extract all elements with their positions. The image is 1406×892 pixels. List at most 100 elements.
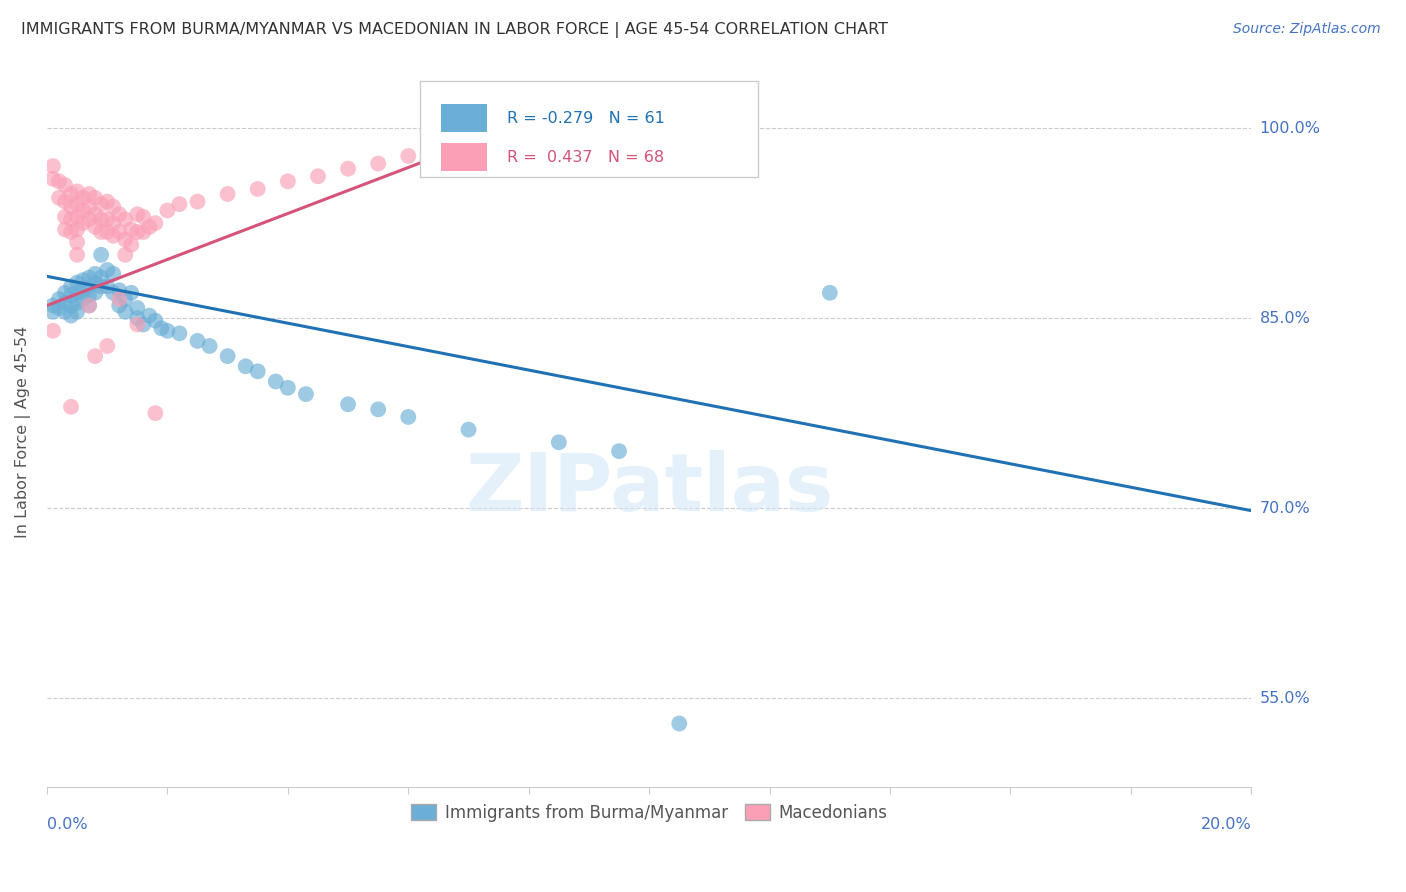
Point: [72, 273, 94, 287]
Point: [114, 212, 136, 227]
Point: [66, 222, 89, 236]
Point: [90, 279, 112, 293]
Point: [668, 716, 690, 731]
Point: [42, 171, 65, 186]
Point: [84, 285, 107, 300]
Text: 55.0%: 55.0%: [1260, 690, 1310, 706]
Text: R = -0.279   N = 61: R = -0.279 N = 61: [508, 111, 665, 126]
Legend: Immigrants from Burma/Myanmar, Macedonians: Immigrants from Burma/Myanmar, Macedonia…: [405, 797, 894, 828]
Point: [127, 311, 149, 326]
Point: [127, 301, 149, 315]
FancyBboxPatch shape: [441, 143, 486, 171]
Point: [66, 305, 89, 319]
Point: [818, 285, 841, 300]
Point: [77, 279, 100, 293]
Point: [108, 298, 131, 312]
Point: [337, 161, 360, 176]
Point: [127, 225, 149, 239]
Point: [90, 225, 112, 239]
Point: [90, 197, 112, 211]
Point: [367, 156, 389, 170]
Point: [277, 174, 299, 188]
Point: [264, 375, 287, 389]
Point: [96, 212, 118, 227]
Text: 70.0%: 70.0%: [1260, 500, 1310, 516]
Point: [145, 216, 167, 230]
Point: [96, 225, 118, 239]
FancyBboxPatch shape: [441, 104, 486, 132]
Text: Source: ZipAtlas.com: Source: ZipAtlas.com: [1233, 22, 1381, 37]
Point: [90, 270, 112, 285]
Point: [77, 298, 100, 312]
Point: [84, 267, 107, 281]
Point: [132, 225, 155, 239]
Point: [396, 149, 419, 163]
Point: [108, 225, 131, 239]
Point: [90, 248, 112, 262]
Point: [547, 435, 569, 450]
Point: [48, 174, 70, 188]
Point: [77, 212, 100, 227]
Text: ZIPatlas: ZIPatlas: [465, 450, 834, 528]
Point: [96, 194, 118, 209]
Point: [77, 298, 100, 312]
Point: [186, 194, 208, 209]
Point: [42, 324, 65, 338]
Point: [77, 186, 100, 201]
Point: [145, 313, 167, 327]
Point: [66, 185, 89, 199]
Point: [60, 279, 83, 293]
Text: R =  0.437   N = 68: R = 0.437 N = 68: [508, 150, 664, 165]
Point: [66, 285, 89, 300]
Point: [337, 397, 360, 411]
Point: [42, 298, 65, 312]
Point: [77, 270, 100, 285]
Point: [53, 285, 76, 300]
Point: [235, 359, 257, 374]
Point: [72, 191, 94, 205]
Point: [42, 159, 65, 173]
Point: [108, 292, 131, 306]
Point: [48, 191, 70, 205]
Point: [60, 298, 83, 312]
Point: [60, 212, 83, 227]
Point: [60, 186, 83, 201]
Point: [156, 324, 179, 338]
Point: [66, 197, 89, 211]
Point: [60, 200, 83, 214]
Point: [53, 210, 76, 224]
Text: 100.0%: 100.0%: [1260, 120, 1320, 136]
Text: 0.0%: 0.0%: [46, 817, 87, 832]
Point: [53, 178, 76, 193]
Point: [295, 387, 318, 401]
Point: [72, 283, 94, 297]
Point: [96, 339, 118, 353]
Point: [246, 182, 269, 196]
Point: [114, 233, 136, 247]
Point: [127, 318, 149, 332]
Point: [138, 309, 160, 323]
Point: [217, 186, 239, 201]
Point: [90, 212, 112, 227]
Point: [132, 210, 155, 224]
Point: [103, 267, 125, 281]
Point: [150, 321, 173, 335]
Point: [66, 296, 89, 310]
Y-axis label: In Labor Force | Age 45-54: In Labor Force | Age 45-54: [15, 326, 31, 538]
Point: [66, 235, 89, 249]
FancyBboxPatch shape: [420, 81, 758, 177]
Point: [138, 219, 160, 234]
Point: [145, 406, 167, 420]
Point: [103, 200, 125, 214]
Point: [84, 276, 107, 290]
Point: [277, 381, 299, 395]
Point: [84, 191, 107, 205]
Point: [427, 153, 450, 167]
Point: [53, 222, 76, 236]
Point: [114, 292, 136, 306]
Point: [108, 283, 131, 297]
Point: [96, 263, 118, 277]
Point: [108, 207, 131, 221]
Point: [53, 305, 76, 319]
Point: [66, 248, 89, 262]
